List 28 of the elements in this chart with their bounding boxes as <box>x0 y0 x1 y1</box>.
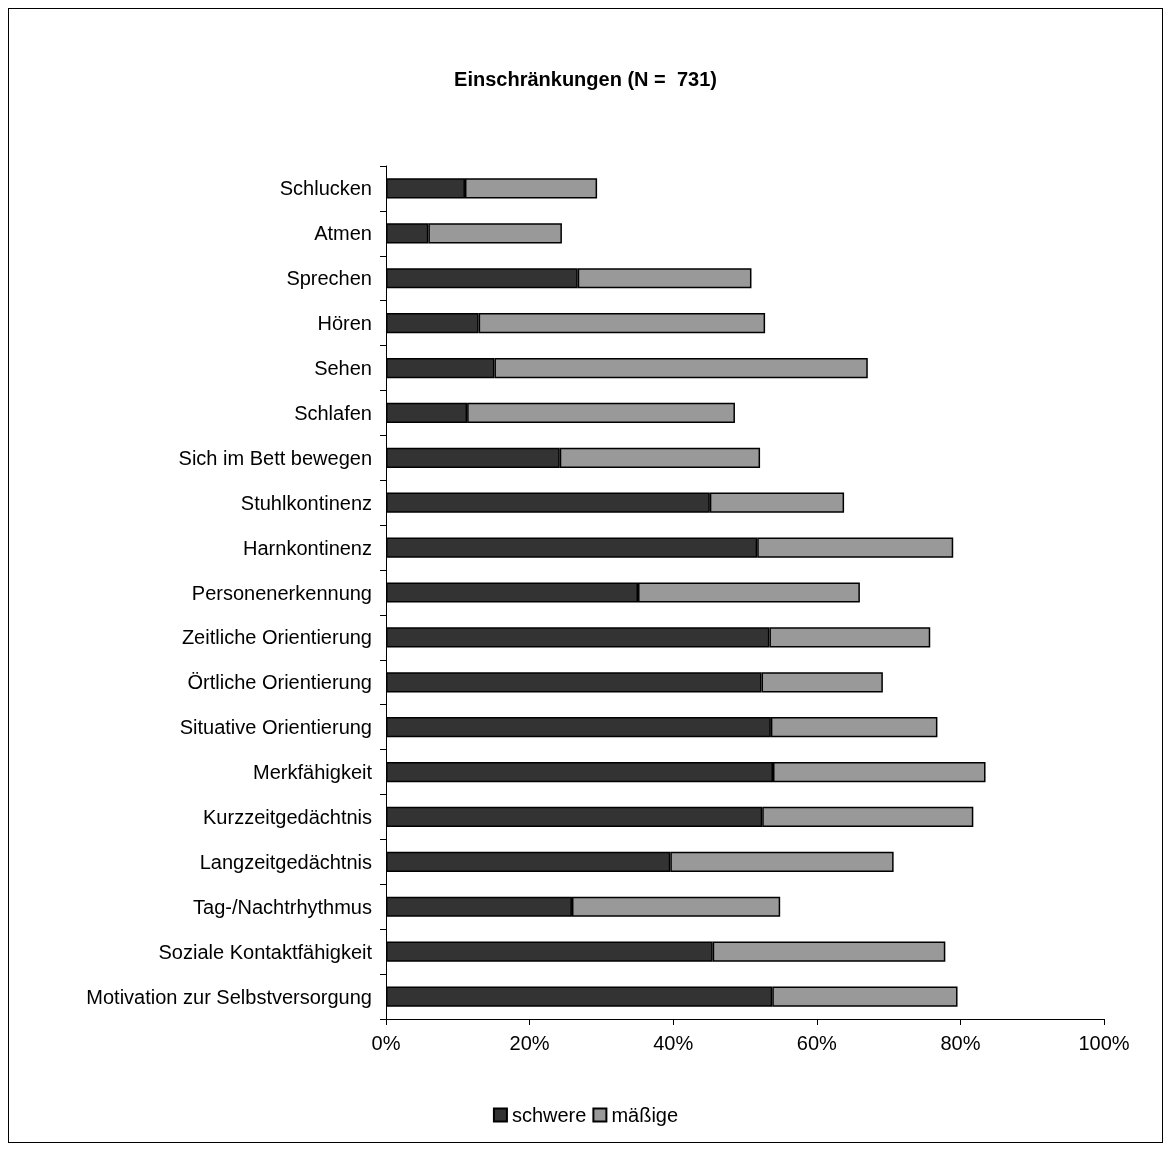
y-tick-label: Atmen <box>314 222 372 245</box>
x-tick-label: 0% <box>371 1032 401 1054</box>
x-tick-label: 100% <box>1078 1032 1130 1054</box>
y-tick-label: Soziale Kontaktfähigkeit <box>158 940 373 963</box>
x-tick-label: 20% <box>509 1032 550 1054</box>
chart-title: Einschränkungen (N = 731) <box>454 68 717 90</box>
y-tick-label: Tag-/Nachtrhythmus <box>193 895 372 918</box>
y-tick-label: Örtliche Orientierung <box>187 671 372 694</box>
y-tick-label: Stuhlkontinenz <box>240 491 372 514</box>
x-tick-label: 80% <box>940 1032 981 1054</box>
x-tick-label: 60% <box>796 1032 838 1054</box>
y-tick-label: Merkfähigkeit <box>253 761 373 784</box>
y-tick-label: Schlafen <box>294 401 372 424</box>
y-tick-label: Sprechen <box>286 267 372 290</box>
y-tick-label: Kurzzeitgedächtnis <box>203 805 372 828</box>
y-tick-label: Situative Orientierung <box>179 716 372 739</box>
y-tick-label: Hören <box>317 312 372 335</box>
y-tick-label: Harnkontinenz <box>243 536 372 559</box>
x-tick-label: 40% <box>653 1032 694 1054</box>
y-tick-label: Zeitliche Orientierung <box>181 626 372 649</box>
y-tick-label: Langzeitgedächtnis <box>199 850 372 873</box>
legend-label: mäßige <box>611 1104 679 1126</box>
y-tick-label: Motivation zur Selbstversorgung <box>86 985 372 1008</box>
y-tick-label: Sehen <box>314 357 372 380</box>
y-tick-label: Schlucken <box>279 177 372 200</box>
y-tick-label: Personenerkennung <box>191 581 372 604</box>
legend-label: schwere <box>511 1104 587 1126</box>
y-tick-label: Sich im Bett bewegen <box>178 446 372 469</box>
